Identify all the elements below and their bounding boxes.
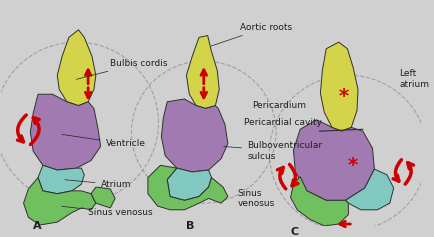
Text: Sinus venosus: Sinus venosus (62, 206, 152, 218)
Polygon shape (161, 99, 227, 172)
Text: Left
atrium: Left atrium (398, 69, 428, 89)
Text: *: * (347, 156, 358, 175)
Text: Bulbis cordis: Bulbis cordis (76, 59, 168, 79)
Text: Atrium: Atrium (65, 180, 131, 189)
Text: C: C (290, 227, 298, 237)
Text: *: * (338, 87, 348, 106)
Text: Pericardial cavity: Pericardial cavity (244, 118, 322, 127)
Text: Ventricle: Ventricle (62, 134, 145, 148)
Polygon shape (186, 36, 219, 109)
Polygon shape (30, 94, 100, 170)
Text: A: A (33, 221, 42, 231)
Polygon shape (167, 168, 211, 200)
Text: B: B (186, 221, 194, 231)
Text: Aortic roots: Aortic roots (211, 23, 292, 46)
Polygon shape (290, 177, 348, 226)
Polygon shape (57, 30, 95, 106)
Polygon shape (345, 169, 393, 210)
Text: Bulboventricular
sulcus: Bulboventricular sulcus (224, 141, 322, 161)
Polygon shape (23, 178, 95, 225)
Polygon shape (38, 165, 84, 194)
Polygon shape (148, 165, 227, 210)
Text: Sinus
venosus: Sinus venosus (237, 189, 274, 208)
Text: Pericardium: Pericardium (251, 101, 305, 110)
Polygon shape (293, 120, 374, 200)
Polygon shape (91, 187, 115, 208)
Polygon shape (320, 42, 357, 131)
